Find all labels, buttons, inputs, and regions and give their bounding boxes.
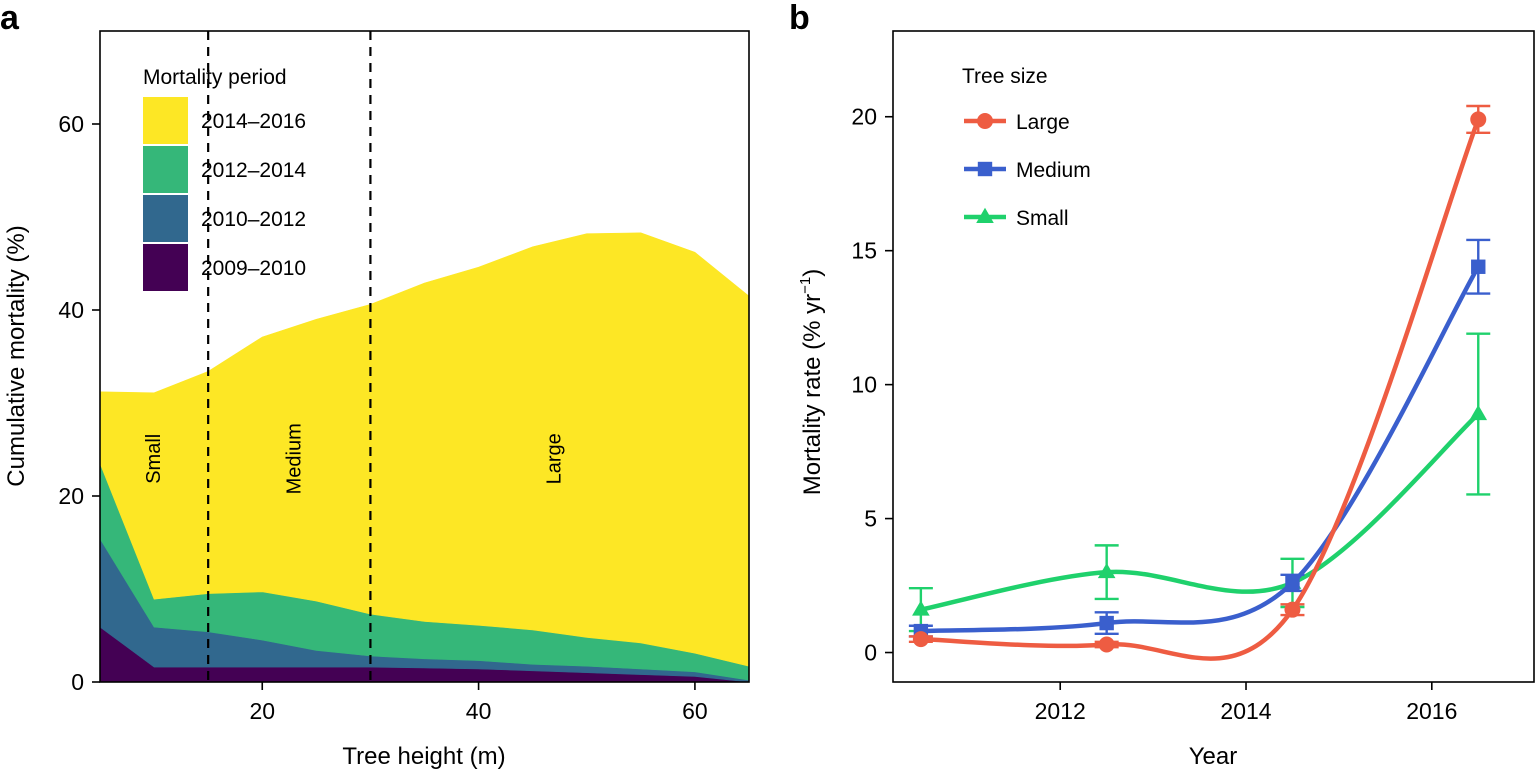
point-medium-2 bbox=[1285, 575, 1300, 591]
panel-b-y-label: Mortality rate (% yr−1) bbox=[797, 269, 826, 495]
legend-marker-medium bbox=[977, 161, 993, 177]
y-tick-label-15: 15 bbox=[851, 238, 877, 264]
legend-label-2010-2012: 2010–2012 bbox=[201, 208, 306, 231]
panel-a-letter: a bbox=[0, 0, 20, 37]
panel-a-plot-frame bbox=[99, 30, 750, 683]
panel-b-series bbox=[908, 104, 1491, 661]
panel-a-legend: Mortality period 2014–2016 2012–2014 2010–… bbox=[143, 66, 306, 291]
legend-label-2009-2010: 2009–2010 bbox=[201, 257, 306, 280]
panel-b-y-label-sup: −1 bbox=[797, 277, 814, 294]
line-medium bbox=[918, 264, 1481, 634]
y-tick-label-10: 10 bbox=[851, 372, 877, 398]
panel-b-x-axis: 2012 2014 2016 bbox=[1035, 682, 1457, 724]
panel-b-y-label-main: Mortality rate (% yr bbox=[799, 294, 826, 495]
legend-swatch-2010-2012 bbox=[143, 195, 188, 242]
region-label-small: Small bbox=[143, 434, 165, 484]
point-medium-1 bbox=[1099, 615, 1114, 631]
point-small-0 bbox=[912, 600, 930, 616]
panel-a-x-label: Tree height (m) bbox=[342, 743, 505, 770]
panel-a-divider-lines bbox=[207, 31, 372, 682]
point-large-1 bbox=[1098, 636, 1115, 653]
point-small-3 bbox=[1469, 404, 1488, 421]
series-large bbox=[908, 104, 1491, 661]
panel-b-x-label: Year bbox=[1189, 743, 1238, 770]
point-small-1 bbox=[1097, 562, 1116, 579]
region-label-medium: Medium bbox=[284, 423, 306, 494]
y-tick-label-20: 20 bbox=[851, 104, 877, 130]
panel-b-legend-title: Tree size bbox=[962, 65, 1048, 88]
line-large bbox=[918, 117, 1481, 661]
y-tick-label-20: 20 bbox=[58, 483, 84, 509]
y-tick-label-60: 60 bbox=[58, 111, 84, 137]
panel-a-x-axis: 20 40 60 bbox=[249, 682, 708, 724]
x-tick-label-40: 40 bbox=[466, 698, 492, 724]
panel-a-y-axis: 0 20 40 60 bbox=[58, 111, 100, 695]
panel-b-letter: b bbox=[789, 0, 810, 37]
legend-label-2012-2014: 2012–2014 bbox=[201, 159, 306, 182]
panel-b-plot-frame bbox=[892, 30, 1535, 683]
legend-label-medium: Medium bbox=[1016, 159, 1091, 182]
point-large-2 bbox=[1284, 601, 1301, 618]
panel-a-y-label: Cumulative mortality (%) bbox=[3, 225, 30, 486]
point-large-0 bbox=[912, 631, 929, 648]
series-medium bbox=[908, 238, 1491, 639]
series-small bbox=[908, 332, 1491, 633]
y-tick-label-5: 5 bbox=[864, 506, 877, 532]
panel-b-y-axis: 0 5 10 15 20 bbox=[851, 104, 893, 666]
point-medium-3 bbox=[1471, 259, 1486, 274]
legend-label-small: Small bbox=[1016, 207, 1069, 230]
x-tick-label-20: 20 bbox=[249, 698, 275, 724]
panel-a-areas bbox=[99, 232, 750, 683]
point-large-3 bbox=[1470, 111, 1487, 128]
line-small bbox=[918, 411, 1481, 612]
y-tick-label-0: 0 bbox=[864, 640, 877, 666]
x-tick-label-60: 60 bbox=[682, 698, 708, 724]
legend-marker-large bbox=[977, 113, 993, 129]
panel-a-legend-title: Mortality period bbox=[143, 66, 287, 89]
panel-b-y-label-close: ) bbox=[799, 269, 826, 277]
legend-swatch-2014-2016 bbox=[143, 97, 188, 144]
legend-swatch-2009-2010 bbox=[143, 244, 188, 291]
legend-swatch-2012-2014 bbox=[143, 146, 188, 193]
panel-a: a Small Medium Large Mortality period 2014… bbox=[0, 0, 750, 770]
legend-marker-small bbox=[976, 207, 994, 223]
x-tick-label-2012: 2012 bbox=[1035, 698, 1086, 724]
legend-label-large: Large bbox=[1016, 111, 1070, 134]
y-tick-label-40: 40 bbox=[58, 297, 84, 323]
panel-b-legend: Tree size Large Medium Small bbox=[962, 65, 1091, 230]
legend-label-2014-2016: 2014–2016 bbox=[201, 110, 306, 133]
x-tick-label-2016: 2016 bbox=[1406, 698, 1457, 724]
panel-a-region-labels: Small Medium Large bbox=[143, 423, 565, 494]
region-label-large: Large bbox=[543, 433, 565, 484]
x-tick-label-2014: 2014 bbox=[1220, 698, 1271, 724]
y-tick-label-0: 0 bbox=[71, 669, 84, 695]
